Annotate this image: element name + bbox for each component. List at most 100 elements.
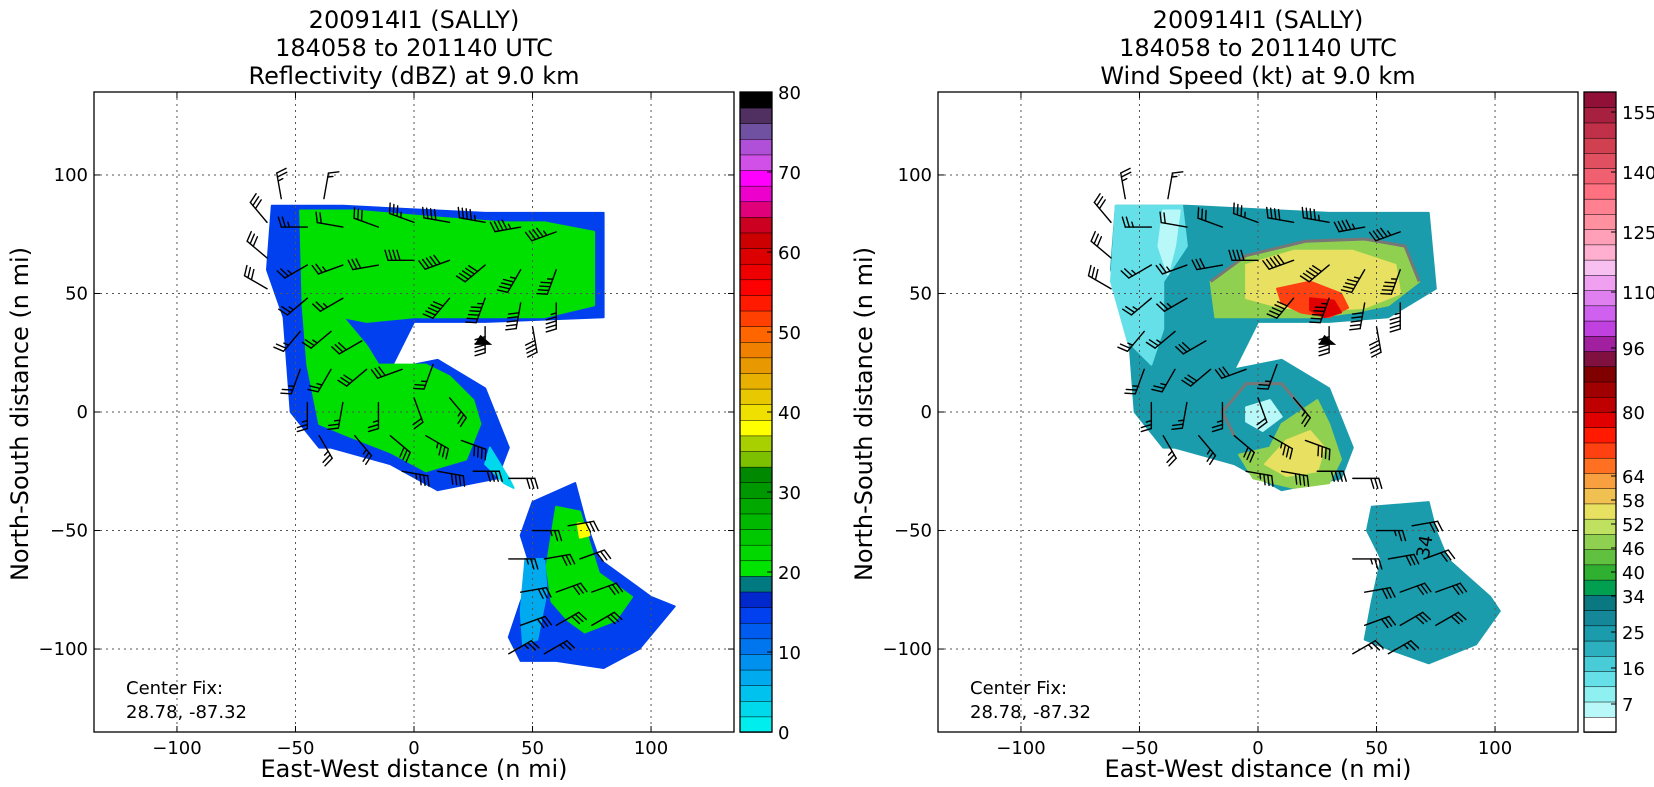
barb-feather [1413,553,1420,565]
barb-feather [1191,259,1198,271]
barb-feather [1422,611,1432,621]
x-tick-label: 0 [1252,738,1263,759]
wind-barb [1281,470,1310,487]
barb-feather [1096,196,1104,207]
barb-feather [343,374,354,382]
barb-feather [1420,583,1428,594]
colorbar-tick-label: 80 [778,83,801,104]
wind-barb [505,302,522,331]
colorbar-swatch [739,716,773,733]
wind-barb [1399,582,1432,596]
barb-feather [1368,231,1377,242]
barb-feather [468,265,479,273]
barb-feather [536,227,544,238]
barb-feather [1125,216,1131,228]
barb-half-feather [550,312,557,316]
wind-barbs [1087,167,1468,655]
wind-barb [1269,435,1294,460]
barb-feather [1423,582,1432,593]
barb-feather [1263,473,1266,486]
wind-barb [1309,297,1330,324]
barb-feather [1269,207,1273,220]
colorbar-swatch [1583,594,1617,611]
barb-feather [1256,387,1269,390]
barb-feather [1266,313,1278,319]
barb-feather [1298,473,1302,486]
colorbar-tick-label: 96 [1622,339,1645,360]
barb-feather [1389,586,1396,598]
barb-feather [1351,316,1363,319]
barb-feather [1090,230,1096,242]
barb-feather [1374,640,1384,649]
barb-feather [412,387,425,390]
barb-feather [1181,379,1192,387]
barb-feather [275,343,287,349]
colorbar-swatch [1583,503,1617,520]
barb-feather [1314,306,1327,309]
barb-feather [422,313,434,319]
colorbar-swatch [739,154,773,171]
barb-feather [1232,249,1237,261]
barb-feather [1299,275,1310,283]
barb-feather [1301,413,1309,425]
barb-feather [536,292,549,295]
colorbar-swatch [1583,106,1617,124]
barb-feather [505,327,517,331]
y-axis-label: North-South distance (n mi) [6,247,34,581]
barb-feather [296,423,309,429]
colorbar-swatch [1583,686,1617,703]
barb-feather [362,451,370,462]
colorbar-swatch [1583,609,1617,627]
grid-lines [94,92,734,732]
barb-feather [247,266,252,279]
y-tick-label: 100 [898,165,932,186]
y-axis-label: North-South distance (n mi) [850,247,878,581]
grid-lines [938,92,1578,732]
x-axis-label: East-West distance (n mi) [260,755,567,783]
colorbar-swatch [739,591,773,608]
wind-barb [1352,640,1384,655]
barb-feather [545,586,552,598]
barb-feather [1120,167,1131,174]
barb-feather [578,611,588,621]
barb-feather [252,236,259,248]
barb-feather [532,228,541,239]
colorbar-swatch [739,528,773,546]
barb-feather [1415,615,1425,625]
barb-feather [425,257,434,268]
colorbar-tick-label: 140 [1622,163,1654,184]
barb-feather [412,417,423,426]
wind-barb [1266,206,1295,224]
wind-barb [1120,167,1132,200]
barb-half-feather [1280,442,1283,449]
barb-half-feather [1131,269,1137,275]
barb-feather [1159,301,1169,310]
colorbar-tick-label: 16 [1622,659,1645,680]
colorbar: 7 16 25 34 40 46 52 58 64 80 96 110 125 140 155 [1583,91,1654,733]
wind-barb [1363,586,1396,600]
wind-barb [1389,302,1401,333]
wind-barb [425,435,450,460]
barb-feather [545,320,557,325]
barb-feather [441,446,446,458]
wind-barb [331,340,363,355]
barb-feather [1330,470,1335,482]
barb-feather [281,216,287,228]
y-tick-label: −50 [50,521,88,542]
wind-barb [388,202,415,224]
wind-barb [1301,206,1330,224]
barb-feather [429,256,438,266]
data-region-10 [1363,501,1501,665]
wind-barb [519,615,553,629]
barb-feather [374,367,383,378]
barb-half-feather [1166,266,1171,272]
wind-barb [418,254,451,270]
barb-feather [1148,339,1159,347]
colorbar-swatch [739,450,773,468]
barb-feather [246,230,252,242]
barb-feather [526,347,538,354]
barb-feather [1271,307,1283,313]
wind-barb [354,435,373,466]
barb-feather [367,423,380,429]
barb-feather [1232,202,1235,215]
